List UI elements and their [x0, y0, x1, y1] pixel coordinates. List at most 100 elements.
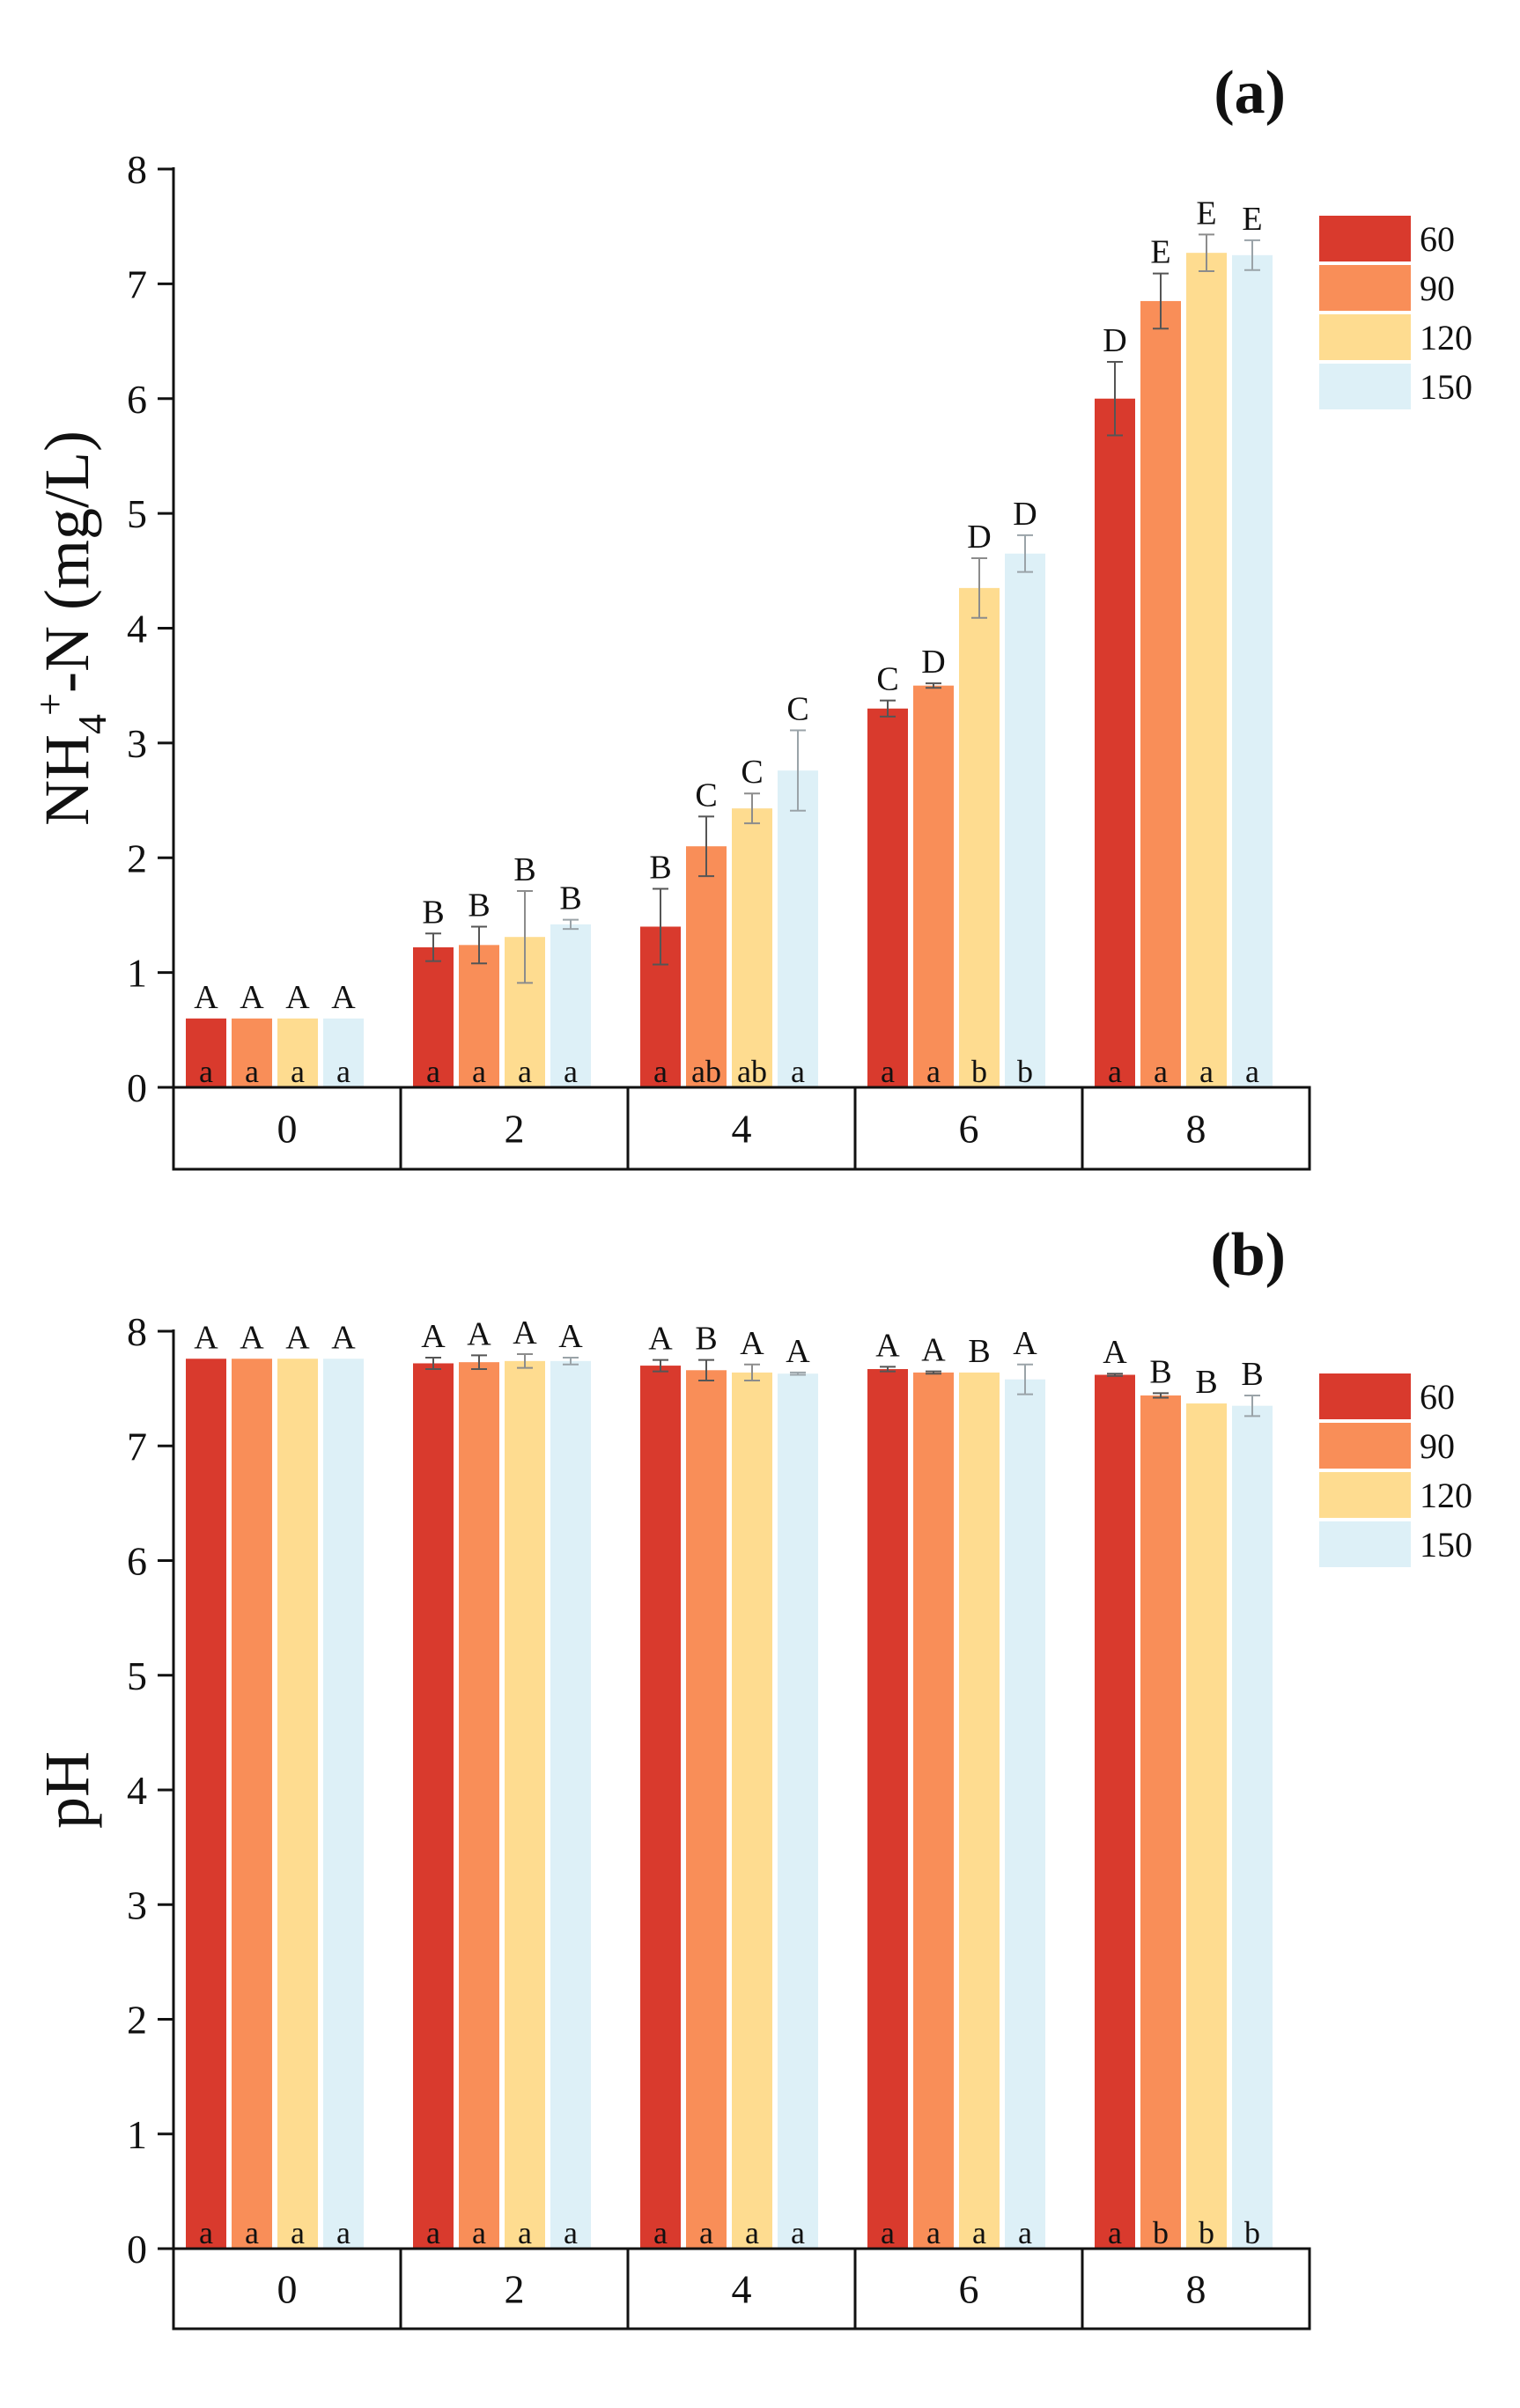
significance-letter-upper: E — [1242, 201, 1262, 238]
significance-letter-lower: a — [791, 1054, 805, 1089]
significance-letter-lower: a — [881, 1054, 895, 1089]
bar — [732, 808, 772, 1087]
panel-label: (b) — [1210, 1221, 1286, 1289]
legend-swatch — [1319, 216, 1411, 261]
bar — [913, 1372, 954, 2249]
y-tick-label: 3 — [127, 1882, 147, 1927]
bar — [232, 1359, 272, 2249]
bar — [277, 1359, 318, 2249]
legend-swatch — [1319, 1373, 1411, 1419]
significance-letter-lower: a — [426, 1054, 440, 1089]
legend-label: 60 — [1420, 219, 1455, 259]
significance-letter-lower: a — [291, 2215, 305, 2250]
significance-letter-upper: A — [1103, 1334, 1127, 1371]
bar — [505, 1360, 545, 2249]
significance-letter-upper: A — [421, 1318, 446, 1355]
bar — [867, 708, 908, 1087]
significance-letter-upper: B — [1149, 1353, 1171, 1390]
significance-letter-upper: C — [695, 777, 717, 814]
significance-letter-lower: a — [336, 1054, 350, 1089]
significance-letter-lower: a — [653, 1054, 668, 1089]
x-category-label: 2 — [505, 2267, 525, 2312]
panel-label: (a) — [1214, 59, 1286, 127]
bar — [186, 1359, 226, 2249]
panel-b: (b)012345678pHAaAaAaAa0AaAaAaAa2AaBaAaAa… — [32, 1221, 1472, 2331]
significance-letter-lower: a — [881, 2215, 895, 2250]
y-tick-label: 1 — [127, 951, 147, 996]
y-tick-label: 8 — [127, 1309, 147, 1354]
bar — [459, 1362, 499, 2249]
x-category-label: 0 — [277, 1107, 298, 1152]
significance-letter-lower: a — [564, 1054, 578, 1089]
significance-letter-upper: A — [240, 979, 264, 1016]
significance-letter-upper: A — [1013, 1325, 1037, 1362]
significance-letter-lower: a — [1245, 1054, 1259, 1089]
x-category-label: 0 — [277, 2267, 298, 2312]
significance-letter-upper: A — [648, 1321, 673, 1358]
significance-letter-lower: a — [972, 2215, 986, 2250]
x-category-label: 6 — [959, 1107, 979, 1152]
significance-letter-lower: a — [1154, 1054, 1168, 1089]
bar — [550, 1360, 591, 2249]
x-category-label: 2 — [505, 1107, 525, 1152]
legend-label: 90 — [1420, 1426, 1455, 1466]
bar — [1186, 253, 1227, 1088]
bar — [277, 1018, 318, 1087]
y-tick-label: 0 — [127, 1065, 147, 1110]
y-tick-label: 6 — [127, 1539, 147, 1584]
significance-letter-lower: b — [1244, 2215, 1260, 2250]
bar — [867, 1368, 908, 2249]
significance-letter-lower: a — [199, 2215, 213, 2250]
legend-label: 90 — [1420, 269, 1455, 308]
bar — [778, 770, 818, 1087]
significance-letter-upper: A — [740, 1325, 764, 1362]
bar — [413, 946, 454, 1087]
bar — [550, 924, 591, 1087]
significance-letter-lower: b — [1153, 2215, 1169, 2250]
significance-letter-upper: A — [875, 1327, 900, 1364]
bar — [959, 587, 1000, 1087]
bar — [1095, 1374, 1135, 2249]
significance-letter-lower: a — [926, 2215, 941, 2250]
significance-letter-upper: C — [741, 754, 763, 791]
significance-letter-upper: B — [422, 894, 444, 931]
y-tick-label: 4 — [127, 1768, 147, 1813]
y-axis-label-main: NH — [32, 734, 102, 826]
significance-letter-upper: A — [331, 979, 356, 1016]
significance-letter-lower: a — [426, 2215, 440, 2250]
significance-letter-lower: b — [1199, 2215, 1214, 2250]
x-category-label: 4 — [732, 2267, 752, 2312]
y-tick-label: 6 — [127, 377, 147, 422]
y-tick-label: 7 — [127, 1424, 147, 1469]
legend-swatch — [1319, 1423, 1411, 1469]
significance-letter-lower: b — [1017, 1054, 1033, 1089]
bar — [1186, 1403, 1227, 2249]
legend-label: 150 — [1420, 367, 1472, 407]
x-category-label: 4 — [732, 1107, 752, 1152]
significance-letter-upper: A — [194, 1319, 218, 1356]
y-tick-label: 4 — [127, 607, 147, 652]
significance-letter-upper: A — [558, 1318, 583, 1355]
bar — [686, 1370, 727, 2249]
significance-letter-upper: A — [921, 1332, 946, 1369]
legend-swatch — [1319, 364, 1411, 409]
significance-letter-lower: a — [926, 1054, 941, 1089]
legend-swatch — [1319, 265, 1411, 311]
bar — [323, 1018, 364, 1087]
bar — [640, 1366, 681, 2249]
x-category-label: 6 — [959, 2267, 979, 2312]
significance-letter-upper: A — [467, 1315, 491, 1352]
y-axis-label-sub: 4 — [70, 714, 114, 734]
significance-letter-lower: a — [564, 2215, 578, 2250]
significance-letter-lower: ab — [691, 1054, 721, 1089]
x-category-label: 8 — [1186, 2267, 1206, 2312]
significance-letter-upper: B — [1195, 1364, 1217, 1401]
significance-letter-upper: A — [285, 1319, 310, 1356]
significance-letter-lower: a — [199, 1054, 213, 1089]
y-tick-label: 0 — [127, 2227, 147, 2272]
significance-letter-lower: a — [245, 2215, 259, 2250]
significance-letter-upper: A — [513, 1314, 537, 1351]
category-box — [1081, 1086, 1311, 1171]
significance-letter-upper: B — [968, 1333, 990, 1370]
